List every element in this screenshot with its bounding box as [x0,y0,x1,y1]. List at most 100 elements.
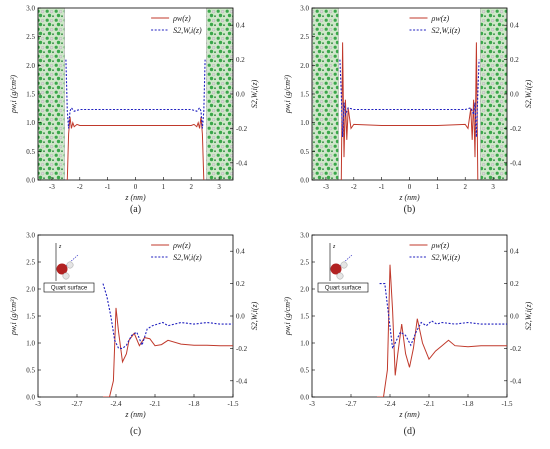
y-left-tick-label: 2.5 [300,33,309,41]
y-left-tick-label: 0.0 [300,394,309,402]
x-axis-title: z (nm) [398,410,420,419]
x-tick-label: 1 [162,183,166,191]
y-right-tick-label: 0.2 [510,280,519,288]
y-left-tick-label: 1.5 [26,313,35,321]
y-right-tick-label: 0.0 [236,313,245,321]
y-left-tick-label: 0.5 [26,148,35,156]
y-left-tick-label: 0.0 [26,394,35,402]
y-right-tick-label: 0.0 [236,91,245,99]
y-right-axis-title: S2,W,i(z) [250,301,259,330]
y-left-axis-title: ρw,i (g/cm³) [9,75,18,114]
quartz-wall-2 [206,7,234,181]
y-left-tick-label: 0.5 [300,148,309,156]
chart-panel-4: -3 -2.7 -2.4 -2.1 -1.8 -1.5 0.0 0.5 1.0 1.5 2.0 2.5… [283,232,533,438]
y-right-tick-label: 0.4 [510,22,519,30]
inset-z-label: z [58,244,62,250]
y-left-tick-label: 2.5 [26,33,35,41]
legend-density-label: ρw(z) [431,14,450,23]
plot-frame [37,7,234,181]
y-left-tick-label: 1.5 [300,313,309,321]
y-right-tick-label: -0.2 [236,125,248,133]
y-left-tick-label: 2.0 [26,286,35,294]
x-tick-label: 2 [189,183,193,191]
x-tick-label: -2.4 [110,400,122,408]
y-left-tick-label: 3.0 [26,232,35,240]
water-molecule-inset: z Quart surface [317,243,369,293]
x-axis-title: z (nm) [398,193,420,202]
y-left-tick-label: 2.5 [300,259,309,267]
x-tick-label: -1 [105,183,111,191]
y-right-tick-label: -0.2 [236,345,248,353]
panel-caption: (c) [130,426,141,437]
legend-order-label: S2,W,i(z) [173,253,202,262]
inset-surface-label: Quart surface [325,286,362,292]
y-right-tick-label: 0.0 [510,91,519,99]
y-right-tick-label: -0.4 [236,377,248,385]
legend-density-label: ρw(z) [172,14,191,23]
y-left-axis-title: ρw,i (g/cm³) [283,75,292,114]
quartz-wall-1 [311,7,339,181]
y-right-tick-label: -0.2 [510,125,522,133]
inset-hydrogen-atom [340,261,348,269]
y-right-tick-label: 0.4 [236,248,245,256]
chart-panel-1: -3 -2 -1 0 1 2 3 0.0 0.5 1.0 1.5 2.0 2.5 3.0 -0.4 -0.2 0… [9,5,259,216]
legend-order-label: S2,W,i(z) [432,26,461,35]
y-right-tick-label: -0.4 [510,377,522,385]
water-molecule-inset: z Quart surface [43,243,95,293]
order-parameter-series-line [65,59,206,129]
x-tick-label: -2.7 [71,400,83,408]
x-tick-label: 3 [217,183,221,191]
y-left-axis-title: ρw,i (g/cm³) [283,297,292,336]
inset-oxygen-atom [330,263,342,275]
legend-order-label: S2,W,i(z) [432,253,461,262]
legend-density-label: ρw(z) [172,241,191,250]
x-tick-label: -1.5 [227,400,239,408]
x-tick-label: -3 [323,183,329,191]
chart-panel-2: -3 -2 -1 0 1 2 3 0.0 0.5 1.0 1.5 2.0 2.5 3.0 -0.4 -0.2 0… [283,5,533,216]
y-right-tick-label: 0.2 [236,280,245,288]
y-right-tick-label: 0.4 [236,22,245,30]
y-left-tick-label: 1.5 [300,91,309,99]
inset-dipole-arrow [333,254,353,272]
legend-density-label: ρw(z) [431,241,450,250]
y-left-tick-label: 3.0 [300,232,309,240]
inset-hydrogen-atom [336,272,344,280]
x-tick-label: -2.7 [345,400,357,408]
y-left-axis-title: ρw,i (g/cm³) [9,297,18,336]
y-left-tick-label: 1.5 [26,91,35,99]
plot-frame [311,234,508,398]
y-left-tick-label: 3.0 [300,5,309,13]
x-axis-title: z (nm) [124,193,146,202]
inset-hydrogen-atom [62,272,70,280]
y-right-axis-title: S2,W,i(z) [524,301,533,330]
inset-oxygen-atom [56,263,68,275]
x-tick-label: -1 [379,183,385,191]
density-series-line [66,116,205,180]
y-right-axis-title: S2,W,i(z) [524,79,533,108]
y-left-tick-label: 1.0 [300,340,309,348]
inset-surface-box [43,282,95,293]
x-tick-label: 3 [491,183,495,191]
y-right-tick-label: 0.2 [510,56,519,64]
order-parameter-series-line [102,283,233,349]
x-tick-label: -2.1 [149,400,161,408]
y-left-tick-label: 0.0 [26,177,35,185]
x-tick-label: -1.8 [188,400,200,408]
y-left-tick-label: 0.5 [26,367,35,375]
x-tick-label: 1 [436,183,440,191]
y-left-tick-label: 1.0 [26,119,35,127]
inset-hydrogen-atom [66,261,74,269]
quartz-wall-2 [480,7,508,181]
x-axis-title: z (nm) [124,410,146,419]
y-right-tick-label: 0.2 [236,56,245,64]
x-tick-label: -2.4 [384,400,396,408]
density-series-line [377,264,507,397]
x-tick-label: 0 [408,183,412,191]
x-tick-label: -2.1 [423,400,435,408]
x-tick-label: -1.8 [462,400,474,408]
x-tick-label: -3 [49,183,55,191]
inset-dipole-arrow [59,254,79,272]
order-parameter-series-line [379,283,507,351]
density-series-line [103,307,233,397]
